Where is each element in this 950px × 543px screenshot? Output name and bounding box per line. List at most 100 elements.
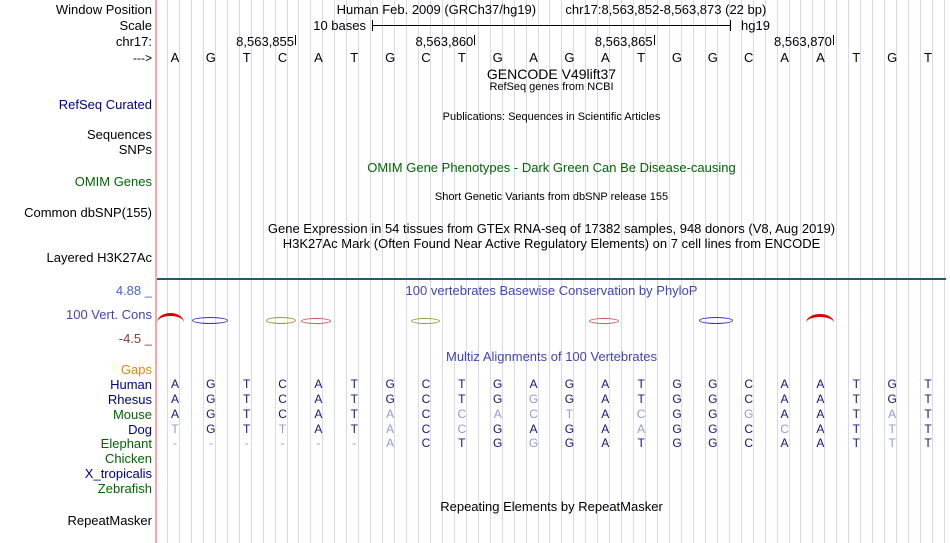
grid-line (537, 0, 539, 543)
alignment-letter: G (708, 421, 718, 436)
genome-label: hg19 (741, 18, 770, 33)
phylop-mark (301, 318, 331, 324)
alignment-letter: A (601, 406, 610, 421)
phylop-mark (589, 318, 619, 324)
alignment-letter: - (316, 436, 321, 451)
alignment-letter: T (171, 421, 179, 436)
track-title-refseq: RefSeq genes from NCBI (489, 81, 614, 93)
alignment-letter: A (816, 391, 825, 406)
alignment-letter: A (314, 391, 323, 406)
grid-line (370, 0, 372, 543)
grid-line (286, 0, 288, 543)
alignment-letter: T (852, 406, 860, 421)
species-label-mouse[interactable]: Mouse (112, 406, 152, 422)
chrom-label: chr17: (115, 34, 152, 49)
species-label-human[interactable]: Human (110, 376, 152, 392)
track-title-gtex: Gene Expression in 54 tissues from GTEx … (267, 221, 836, 236)
species-label-chicken[interactable]: Chicken (105, 451, 152, 467)
grid-line (226, 0, 228, 543)
alignment-letter: T (924, 376, 932, 391)
grid-line (848, 0, 850, 543)
alignment-letter: T (637, 376, 645, 391)
alignment-letter: A (601, 391, 610, 406)
alignment-letter: C (421, 376, 431, 391)
grid-line (310, 0, 312, 543)
alignment-letter: C (529, 406, 538, 421)
grid-line (860, 0, 862, 543)
coordinate-tick (474, 35, 476, 45)
track-label-h3k27ac[interactable]: Layered H3K27Ac (46, 250, 152, 265)
alignment-letter: G (528, 436, 539, 451)
alignment-letter: G (672, 406, 682, 421)
phylop-min-label: -4.5 _ (118, 331, 152, 346)
track-label-sequences[interactable]: Sequences (86, 127, 152, 142)
track-label-repeatmasker[interactable]: RepeatMasker (67, 513, 152, 528)
strand-arrow: ---> (133, 51, 152, 65)
alignment-letter: C (278, 391, 287, 406)
grid-line (621, 0, 623, 543)
alignment-letter: C (780, 421, 789, 436)
alignment-letter: A (780, 376, 789, 391)
alignment-letter: A (816, 406, 825, 421)
alignment-letter: G (708, 391, 718, 406)
alignment-letter: T (924, 406, 932, 421)
ruler-base-letter: C (744, 50, 754, 65)
species-label-elephant[interactable]: Elephant (100, 436, 152, 452)
track-title-repeatmasker: Repeating Elements by RepeatMasker (440, 499, 663, 514)
ruler-base-letter: T (242, 50, 251, 65)
alignment-letter: T (852, 376, 860, 391)
track-label-100-vert-cons[interactable]: 100 Vert. Cons (66, 307, 152, 322)
ruler-base-letter: G (492, 50, 503, 65)
alignment-letter: G (206, 406, 216, 421)
grid-line (501, 0, 503, 543)
species-label-gaps[interactable]: Gaps (120, 362, 152, 377)
track-title-omim: OMIM Gene Phenotypes - Dark Green Can Be… (367, 160, 736, 175)
alignment-letter: C (457, 421, 467, 436)
species-label-zebrafish[interactable]: Zebrafish (97, 481, 152, 496)
alignment-letter: C (278, 376, 287, 391)
grid-line (764, 0, 766, 543)
alignment-letter: T (888, 436, 896, 451)
track-label-dbsnp[interactable]: Common dbSNP(155) (24, 205, 152, 220)
grid-line (513, 0, 515, 543)
grid-line (836, 0, 838, 543)
scale-bar-left-tick (372, 20, 373, 31)
grid-line (609, 0, 611, 543)
alignment-letter: T (458, 436, 466, 451)
alignment-letter: T (852, 421, 860, 436)
track-label-refseq-curated[interactable]: RefSeq Curated (58, 97, 152, 112)
alignment-letter: C (421, 391, 431, 406)
species-label-dog[interactable]: Dog (128, 421, 152, 437)
track-label-snps[interactable]: SNPs (118, 142, 152, 157)
alignment-letter: G (528, 391, 539, 406)
grid-line (740, 0, 742, 543)
phylop-mark (157, 313, 184, 325)
track-title-dbsnp: Short Genetic Variants from dbSNP releas… (434, 191, 669, 203)
coordinate-tick (832, 35, 834, 45)
scale-label: Scale (119, 18, 152, 33)
alignment-letter: T (852, 436, 860, 451)
grid-line (238, 0, 240, 543)
species-label-x_tropicalis[interactable]: X_tropicalis (84, 466, 152, 482)
alignment-letter: G (385, 391, 395, 406)
grid-line (680, 0, 682, 543)
alignment-letter: A (780, 391, 789, 406)
alignment-letter: T (852, 391, 860, 406)
grid-line (429, 0, 431, 543)
alignment-letter: G (708, 406, 718, 421)
grid-line (657, 0, 659, 543)
ruler-base-letter: G (385, 50, 396, 65)
grid-line (214, 0, 216, 543)
species-label-rhesus[interactable]: Rhesus (107, 391, 152, 407)
alignment-letter: G (564, 421, 575, 436)
alignment-letter: T (637, 391, 645, 406)
ruler-base-letter: T (852, 50, 861, 65)
alignment-letter: G (493, 436, 503, 451)
alignment-letter: T (565, 406, 574, 421)
ruler-base-letter: G (707, 50, 718, 65)
alignment-letter: G (887, 376, 897, 391)
track-title-multiz: Multiz Alignments of 100 Vertebrates (445, 349, 657, 364)
track-label-omim-genes[interactable]: OMIM Genes (74, 174, 152, 189)
phylop-mark (699, 317, 733, 324)
coordinate-tick (653, 35, 655, 45)
